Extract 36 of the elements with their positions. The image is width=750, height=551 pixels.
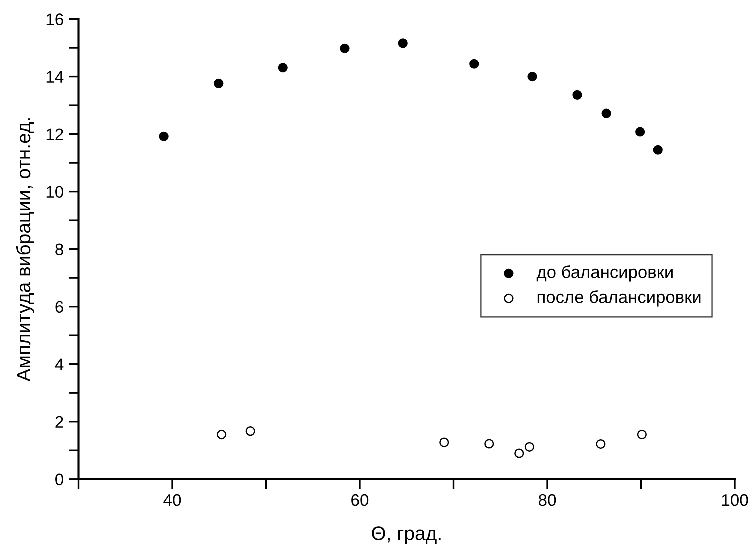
point: [340, 44, 350, 54]
point: [398, 38, 408, 48]
point: [514, 448, 524, 458]
point: [572, 90, 582, 100]
point: [637, 430, 647, 440]
point: [217, 430, 227, 440]
point: [636, 127, 646, 137]
y-tick-label: 6: [56, 301, 64, 314]
y-tick-label: 0: [56, 474, 64, 486]
point: [159, 132, 169, 142]
x-tick-label: 40: [164, 494, 182, 506]
x-tick-label: 100: [722, 494, 748, 506]
point: [214, 78, 224, 88]
point: [470, 59, 480, 69]
x-tick-label: 80: [538, 494, 556, 506]
point: [440, 438, 450, 448]
legend-label: до балансировки: [536, 265, 673, 282]
point: [524, 442, 534, 452]
point: [596, 439, 606, 450]
x-tick-label: 60: [352, 494, 369, 506]
y-tick-label: 8: [56, 244, 64, 256]
y-tick-label: 12: [46, 128, 64, 140]
y-axis-title: Амплитуда вибрации, отн.ед.: [16, 118, 35, 382]
point: [653, 145, 663, 155]
point: [528, 72, 538, 82]
point: [602, 108, 612, 118]
point: [246, 426, 256, 436]
y-tick-label: 10: [46, 186, 64, 198]
y-tick-label: 16: [46, 14, 64, 26]
point: [484, 439, 494, 449]
point: [278, 63, 288, 73]
x-axis-title: Θ, град.: [372, 526, 441, 544]
legend-label: после балансировки: [538, 290, 701, 307]
y-tick-label: 14: [46, 71, 64, 83]
y-tick-label: 4: [55, 358, 64, 370]
y-tick-label: 2: [56, 416, 64, 428]
